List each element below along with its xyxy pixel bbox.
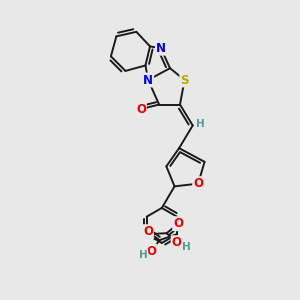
Text: H: H [182, 242, 191, 252]
Text: O: O [136, 103, 146, 116]
Text: O: O [143, 225, 153, 238]
Text: O: O [173, 217, 183, 230]
Text: N: N [143, 74, 153, 86]
Text: O: O [146, 245, 157, 258]
Text: N: N [156, 42, 166, 55]
Text: O: O [172, 236, 182, 249]
Text: H: H [139, 250, 147, 260]
Text: H: H [196, 119, 205, 130]
Text: S: S [180, 74, 189, 86]
Text: O: O [193, 177, 203, 190]
